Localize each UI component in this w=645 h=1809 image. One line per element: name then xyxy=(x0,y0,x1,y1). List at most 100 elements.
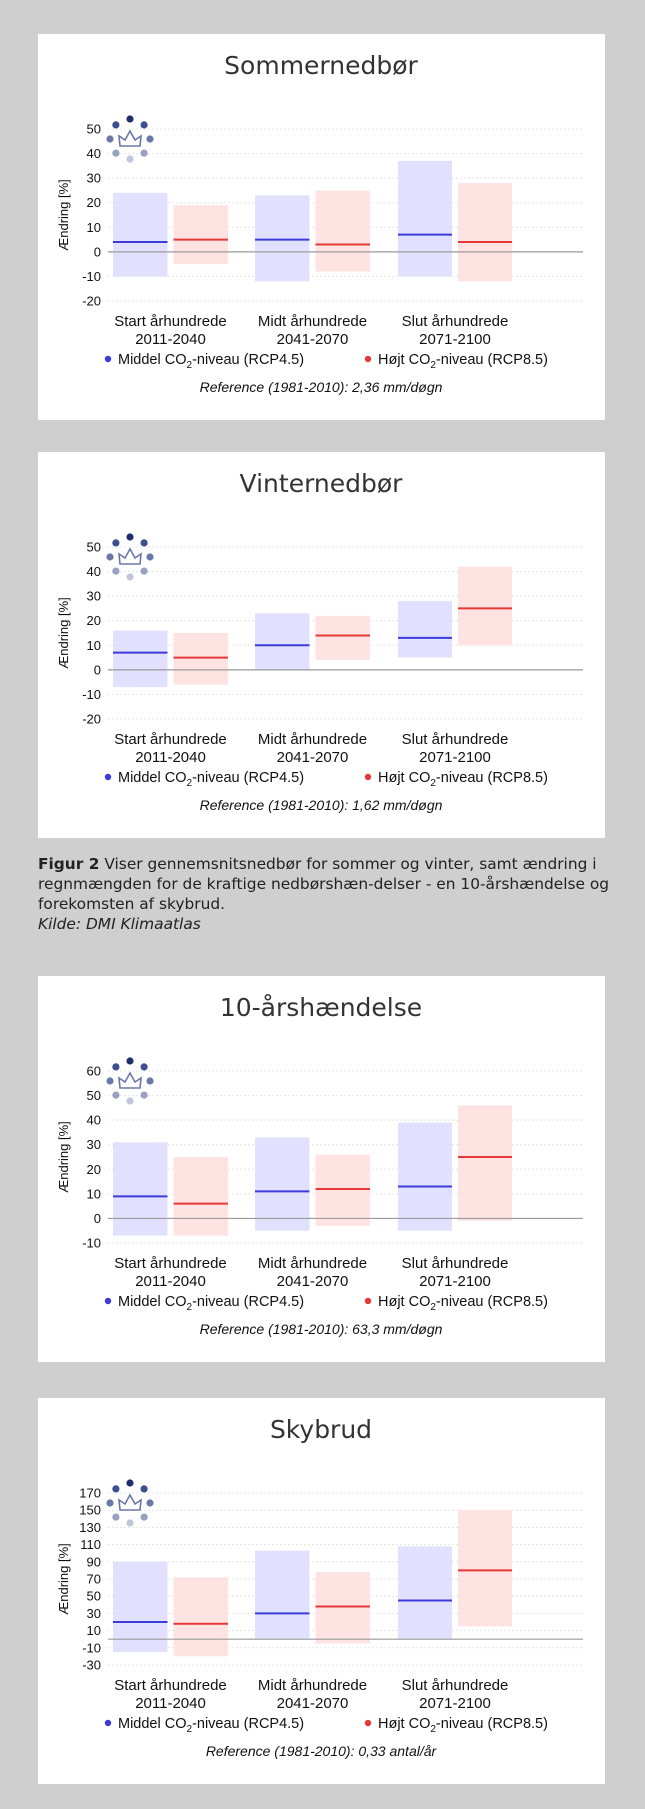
y-tick-label: 30 xyxy=(87,1606,101,1621)
y-tick-label: 20 xyxy=(87,1162,101,1177)
legend-text: Middel CO xyxy=(118,770,187,786)
range-band xyxy=(398,160,452,277)
legend-entry: Middel CO2-niveau (RCP4.5) xyxy=(118,1716,304,1735)
category-period: 2011-2040 xyxy=(135,1695,206,1712)
y-tick-label: 40 xyxy=(87,1113,101,1128)
range-band xyxy=(255,1137,310,1231)
logo-dot xyxy=(126,115,134,123)
y-tick-label: 50 xyxy=(87,540,101,555)
range-band xyxy=(315,1154,370,1226)
logo-dot xyxy=(112,1513,120,1521)
chart-panel-summer: Sommernedbør 50 40 30 20 10 0 -10 -20 Ændring [%]… xyxy=(38,34,605,420)
category-label: Slut århundrede xyxy=(402,313,509,330)
category-label: Start århundrede xyxy=(114,313,227,330)
range-band xyxy=(315,190,370,272)
chart-summer: Sommernedbør 50 40 30 20 10 0 -10 -20 Ændring [%]… xyxy=(56,51,583,395)
legend-text: -niveau (RCP4.5) xyxy=(192,1716,304,1732)
legend-subscript: 2 xyxy=(187,360,193,371)
legend-text: Middel CO xyxy=(118,1716,187,1732)
category-label: Slut århundrede xyxy=(402,731,509,748)
range-band xyxy=(315,615,370,661)
chart-title: Sommernedbør xyxy=(224,51,418,80)
y-tick-label: 110 xyxy=(80,1537,101,1552)
logo-dot xyxy=(140,121,148,129)
legend-subscript: 2 xyxy=(430,1302,436,1313)
y-tick-label: -10 xyxy=(82,1640,101,1655)
category-label: Midt århundrede xyxy=(258,1255,367,1272)
range-band xyxy=(458,566,512,646)
dmi-crown-logo xyxy=(106,1057,154,1105)
caption-lead: Figur 2 xyxy=(38,855,100,873)
logo-dot xyxy=(112,121,120,129)
logo-dot xyxy=(140,1485,148,1493)
legend-subscript: 2 xyxy=(187,778,193,789)
legend-subscript: 2 xyxy=(187,1302,193,1313)
category-period: 2071-2100 xyxy=(419,749,491,766)
range-band xyxy=(458,183,512,282)
dmi-crown-logo xyxy=(106,533,154,581)
category-label: Start århundrede xyxy=(114,1255,227,1272)
caption-source: Kilde: DMI Klimaatlas xyxy=(38,915,201,933)
y-tick-label: 0 xyxy=(94,244,101,259)
legend-subscript: 2 xyxy=(430,1724,436,1735)
chart-title: Skybrud xyxy=(270,1415,372,1444)
legend-entry: Højt CO2-niveau (RCP8.5) xyxy=(378,1716,548,1735)
legend-text: -niveau (RCP4.5) xyxy=(192,770,304,786)
logo-dot xyxy=(126,1097,134,1105)
y-tick-label: 130 xyxy=(79,1520,101,1535)
dmi-crown-logo xyxy=(106,1479,154,1527)
legend-subscript: 2 xyxy=(430,360,436,371)
reference-note: Reference (1981-2010): 63,3 mm/døgn xyxy=(200,1321,443,1337)
crown-icon xyxy=(118,1493,142,1511)
crown-icon xyxy=(118,547,142,565)
caption-text: Viser gennemsnitsnedbør for sommer og vi… xyxy=(38,855,610,913)
range-band xyxy=(113,1142,168,1236)
legend-text: -niveau (RCP4.5) xyxy=(192,352,304,368)
y-tick-label: 70 xyxy=(87,1572,101,1587)
y-tick-label: 40 xyxy=(87,146,101,161)
category-period: 2041-2070 xyxy=(277,331,349,348)
y-tick-label: 50 xyxy=(87,1088,101,1103)
category-period: 2011-2040 xyxy=(135,749,206,766)
legend-text: Middel CO xyxy=(118,1294,187,1310)
y-axis-label: Ændring [%] xyxy=(56,1543,71,1615)
chart-winter: Vinternedbør 50 40 30 20 10 0 -10 -20 Ændring [%]… xyxy=(56,469,583,813)
dmi-crown-logo xyxy=(106,115,154,163)
y-tick-label: 30 xyxy=(87,1137,101,1152)
y-tick-label: 0 xyxy=(94,662,101,677)
range-band xyxy=(315,1572,370,1644)
figure-caption: Figur 2 Viser gennemsnitsnedbør for somm… xyxy=(38,854,618,934)
category-period: 2041-2070 xyxy=(277,1695,349,1712)
logo-dot xyxy=(140,567,148,575)
y-axis-label: Ændring [%] xyxy=(56,597,71,669)
legend-text: -niveau (RCP4.5) xyxy=(192,1294,304,1310)
reference-note: Reference (1981-2010): 2,36 mm/døgn xyxy=(200,379,443,395)
logo-dot xyxy=(112,149,120,157)
legend-text: Middel CO xyxy=(118,352,187,368)
chart-panel-cloudburst: Skybrud 170 150 130 110 90 70 50 30 10 -10 -30 Ændri… xyxy=(38,1398,605,1784)
category-label: Midt århundrede xyxy=(258,313,367,330)
crown-icon xyxy=(118,129,142,147)
range-band xyxy=(458,1105,512,1221)
legend-text: Højt CO xyxy=(378,352,430,368)
crown-icon xyxy=(118,1071,142,1089)
logo-dot xyxy=(112,567,120,575)
legend-marker xyxy=(364,773,372,781)
y-tick-label: 150 xyxy=(79,1503,101,1518)
logo-dot xyxy=(126,1519,134,1527)
y-tick-label: 10 xyxy=(87,638,101,653)
y-tick-label: -10 xyxy=(82,1236,101,1251)
chart-10yr-event: 10-årshændelse 60 50 40 30 20 10 0 -10 Ændring [%… xyxy=(56,993,583,1337)
chart-cloudburst: Skybrud 170 150 130 110 90 70 50 30 10 -10 -30 Ændri… xyxy=(56,1415,583,1759)
y-tick-label: 170 xyxy=(79,1486,101,1501)
logo-dot xyxy=(140,1063,148,1071)
range-band xyxy=(173,205,228,265)
reference-note: Reference (1981-2010): 0,33 antal/år xyxy=(206,1743,438,1759)
logo-dot xyxy=(126,1479,134,1487)
legend-marker xyxy=(104,773,112,781)
y-tick-label: 10 xyxy=(87,220,101,235)
logo-dot xyxy=(126,1057,134,1065)
legend-entry: Højt CO2-niveau (RCP8.5) xyxy=(378,1294,548,1313)
y-tick-label: -10 xyxy=(82,269,101,284)
logo-dot xyxy=(140,1513,148,1521)
